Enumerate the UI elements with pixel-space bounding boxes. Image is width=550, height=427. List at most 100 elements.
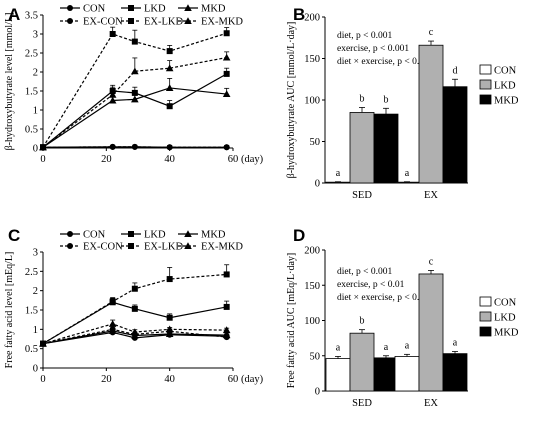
data-point — [167, 144, 173, 150]
stats-annotation: diet × exercise, p < 0.01 — [337, 293, 429, 303]
x-tick-label: 60 — [228, 154, 239, 165]
y-tick-label: 0 — [33, 144, 38, 155]
y-axis-title: β-hydroxybutyrate AUC [mmol/L·day] — [286, 22, 297, 179]
legend-marker — [67, 231, 73, 237]
significance-letter: c — [429, 256, 434, 267]
category-label: EX — [424, 398, 438, 409]
legend-label: LKD — [144, 4, 166, 15]
data-point — [109, 320, 117, 327]
bar — [374, 358, 398, 391]
legend-label: EX-LKD — [144, 17, 183, 28]
y-tick-label: 200 — [304, 246, 320, 257]
bar — [419, 274, 443, 391]
legend-label: EX-MKD — [201, 17, 243, 28]
data-point — [167, 48, 173, 54]
y-tick-label: 1.5 — [25, 87, 38, 98]
series-line — [43, 74, 227, 147]
data-point — [224, 71, 230, 77]
data-point — [224, 144, 230, 150]
bar — [395, 182, 419, 183]
y-tick-label: 150 — [304, 281, 320, 292]
data-point — [110, 31, 116, 37]
significance-letter: a — [453, 338, 458, 349]
y-tick-label: 2 — [33, 68, 38, 79]
legend-label: MKD — [494, 96, 519, 107]
significance-letter: c — [429, 27, 434, 38]
data-point — [224, 334, 230, 340]
legend-marker — [128, 5, 134, 11]
y-tick-label: 1.5 — [25, 306, 38, 317]
data-point — [166, 326, 174, 333]
legend-swatch — [480, 327, 491, 336]
y-axis-title: Free fatty acid level [mEq/L] — [4, 252, 15, 369]
data-point — [224, 304, 230, 310]
legend-label: MKD — [201, 4, 226, 15]
y-axis-title: Free fatty acid AUC [mEq/L·day] — [286, 253, 297, 389]
legend-swatch — [480, 95, 491, 104]
legend-swatch — [480, 297, 491, 306]
significance-letter: a — [336, 342, 341, 353]
legend-swatch — [480, 80, 491, 89]
x-tick-label: 0 — [40, 374, 45, 385]
data-point — [224, 271, 230, 277]
legend-marker — [128, 231, 134, 237]
series-lkd — [40, 68, 230, 150]
legend-swatch — [480, 312, 491, 321]
panel-c: C00.511.522.530 20 40 60 (day)Free fatty aci… — [4, 226, 264, 385]
data-point — [224, 30, 230, 36]
panel-b: B 0 50 100 150 200 β-hydroxybutyrate AUC [mmol… — [286, 5, 519, 201]
y-tick-label: 100 — [304, 96, 320, 107]
data-point — [110, 326, 116, 332]
bar — [326, 182, 350, 183]
y-tick-label: 0 — [315, 387, 320, 398]
legend-marker — [67, 5, 73, 11]
significance-letter: b — [384, 94, 389, 105]
y-tick-label: 0.5 — [25, 344, 38, 355]
significance-letter: a — [405, 168, 410, 179]
legend-label: MKD — [201, 230, 226, 241]
data-point — [223, 54, 231, 61]
data-point — [132, 306, 138, 312]
legend-label: EX-LKD — [144, 242, 183, 253]
category-label: SED — [352, 190, 372, 201]
significance-letter: a — [336, 168, 341, 179]
y-tick-label: 2.5 — [25, 267, 38, 278]
bar — [350, 333, 374, 391]
data-point — [132, 286, 138, 292]
legend-label: LKD — [494, 81, 516, 92]
legend-label: EX-CON — [83, 17, 123, 28]
legend-label: LKD — [144, 230, 166, 241]
x-tick-label: 40 — [164, 154, 175, 165]
y-tick-label: 1 — [33, 106, 38, 117]
x-tick-label: 20 — [101, 374, 112, 385]
x-tick-label: 20 — [101, 154, 112, 165]
data-point — [110, 298, 116, 304]
data-point — [132, 144, 138, 150]
y-tick-label: 3 — [33, 248, 38, 259]
series-ex-mkd — [39, 320, 230, 347]
y-tick-label: 100 — [304, 316, 320, 327]
legend-label: CON — [83, 4, 106, 15]
x-axis-label: (day) — [241, 374, 264, 385]
bar — [443, 354, 467, 391]
legend-marker — [128, 243, 134, 249]
data-point — [132, 39, 138, 45]
y-tick-label: 0.5 — [25, 125, 38, 136]
legend-label: MKD — [494, 328, 519, 339]
significance-letter: a — [405, 340, 410, 351]
legend-swatch — [480, 65, 491, 74]
category-label: SED — [352, 398, 372, 409]
stats-annotation: exercise, p < 0.001 — [337, 44, 409, 54]
y-tick-label: 2 — [33, 286, 38, 297]
legend-label: CON — [83, 230, 106, 241]
data-point — [110, 144, 116, 150]
x-axis-label: (day) — [241, 154, 264, 165]
bar — [350, 112, 374, 183]
significance-letter: b — [360, 316, 365, 327]
legend-marker — [67, 243, 73, 249]
y-tick-label: 2.5 — [25, 49, 38, 60]
legend-label: LKD — [494, 313, 516, 324]
bar — [419, 45, 443, 183]
stats-annotation: exercise, p < 0.01 — [337, 280, 405, 290]
